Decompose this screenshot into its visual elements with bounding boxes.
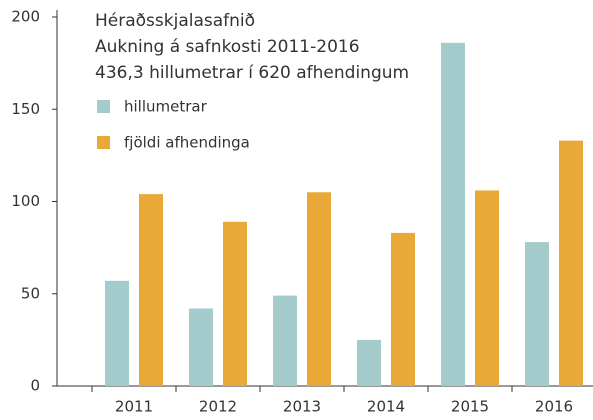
bar <box>441 42 465 387</box>
x-tick-label: 2016 <box>535 398 573 416</box>
bar <box>105 280 129 386</box>
x-tick-label: 2012 <box>199 398 237 416</box>
x-tick-label: 2015 <box>451 398 489 416</box>
chart-title: Héraðsskjalasafnið <box>95 11 255 31</box>
bar <box>139 194 163 386</box>
legend-label: fjöldi afhendinga <box>124 134 250 152</box>
chart-subtitle: Aukning á safnkosti 2011-2016 <box>95 37 360 57</box>
legend-label: hillumetrar <box>124 98 208 116</box>
x-tick-label: 2014 <box>367 398 405 416</box>
x-tick-label: 2011 <box>115 398 153 416</box>
y-tick-label: 200 <box>11 8 40 26</box>
bar <box>357 339 381 386</box>
y-tick-label: 50 <box>21 284 40 302</box>
x-tick-label: 2013 <box>283 398 321 416</box>
legend-swatch <box>97 136 110 149</box>
y-tick-label: 150 <box>11 100 40 118</box>
bar <box>475 190 499 386</box>
bar <box>307 192 331 386</box>
bar <box>391 232 415 386</box>
bar <box>273 295 297 386</box>
y-tick-label: 100 <box>11 192 40 210</box>
chart-annotation: 436,3 hillumetrar í 620 afhendingum <box>95 63 409 83</box>
y-tick-label: 0 <box>30 377 40 395</box>
bar <box>223 221 247 386</box>
bar <box>559 140 583 386</box>
legend-swatch <box>97 100 110 113</box>
bar <box>525 242 549 386</box>
bar <box>189 308 213 386</box>
